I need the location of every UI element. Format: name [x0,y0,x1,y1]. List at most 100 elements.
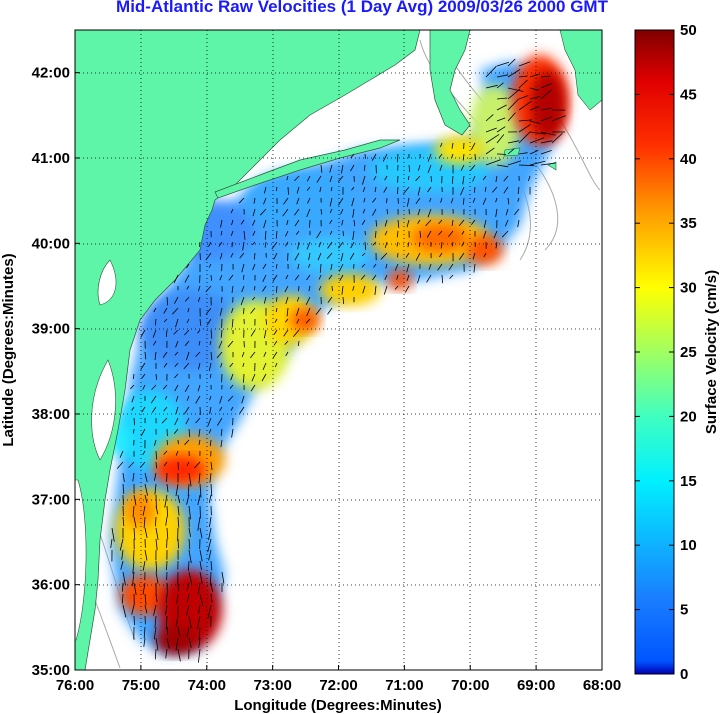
velocity-arrow [210,560,213,571]
colorbar-tick-label: 45 [680,86,697,103]
velocity-arrow [183,362,190,370]
velocity-arrow [131,406,135,411]
velocity-arrow [210,439,212,447]
velocity-arrow [294,175,300,182]
velocity-arrow [448,263,454,271]
velocity-arrow [219,274,223,281]
velocity-arrow [529,73,540,78]
velocity-arrow [496,61,510,67]
longitude-axis: 76:00 75:00 74:00 73:00 72:00 71:00 70:00 69:00… [56,665,621,694]
velocity-arrow [122,571,126,586]
velocity-arrow [133,549,135,562]
velocity-arrow [252,230,256,236]
velocity-arrow [380,252,388,260]
velocity-arrow [153,307,157,313]
velocity-arrow [419,230,421,238]
velocity-arrow [386,208,388,215]
velocity-arrow [496,117,506,122]
velocity-arrow [198,428,201,437]
velocity-arrow [496,126,506,133]
velocity-arrow [175,395,179,402]
velocity-arrow [174,373,179,379]
velocity-arrow [407,175,410,181]
velocity-arrow [460,186,465,196]
colorbar: 0 5 10 15 20 25 30 35 40 45 50 Surface Velocity (c… [634,22,720,683]
velocity-arrow [529,87,540,91]
velocity-arrow [285,351,289,357]
velocity-arrow [430,175,432,182]
velocity-arrow [396,153,399,163]
velocity-arrow [306,208,311,218]
velocity-arrow [425,219,432,227]
velocity-arrow [518,131,531,144]
velocity-vectors [110,58,566,663]
velocity-arrow [276,296,278,302]
velocity-arrow [208,241,212,247]
velocity-arrow [438,230,443,236]
velocity-arrow [185,417,190,425]
velocity-arrow [155,571,159,584]
velocity-arrow [451,153,454,159]
velocity-arrow [177,648,181,662]
velocity-arrow [144,527,148,538]
velocity-arrow [119,450,124,458]
velocity-arrow [362,175,366,185]
velocity-arrow [372,241,377,246]
velocity-arrow [209,395,212,401]
velocity-arrow [198,340,201,346]
velocity-arrow [551,132,563,144]
velocity-arrow [230,208,234,214]
velocity-arrow [154,483,157,495]
velocity-arrow [319,263,322,273]
velocity-arrow [231,307,234,314]
velocity-arrow [186,263,190,269]
velocity-arrow [184,384,190,392]
map-plot-area [75,30,602,670]
velocity-arrow [373,175,377,181]
velocity-arrow [252,241,256,246]
velocity-arrow [284,340,289,345]
velocity-arrow [306,274,311,281]
velocity-arrow [505,208,509,216]
velocity-arrow [165,329,168,337]
velocity-arrow [296,197,300,205]
velocity-arrow [285,230,289,237]
velocity-arrow [153,626,157,640]
velocity-arrow [154,351,157,361]
velocity-arrow [426,274,432,283]
velocity-arrow [210,274,212,281]
velocity-arrow [352,285,355,291]
velocity-arrow [228,274,234,281]
velocity-arrow [264,329,267,339]
velocity-arrow [188,505,191,520]
velocity-arrow [253,197,256,204]
velocity-arrow [144,604,148,614]
velocity-arrow [253,252,256,260]
velocity-arrow [173,329,179,335]
velocity-arrow [329,175,333,183]
velocity-arrow [187,560,190,572]
velocity-arrow [296,318,300,324]
velocity-arrow [206,318,212,326]
velocity-arrow [172,307,179,315]
velocity-arrow [242,274,245,280]
colorbar-tick-label: 0 [680,666,688,683]
velocity-arrow [175,450,179,456]
velocity-arrow [384,274,388,280]
velocity-arrow [309,219,311,228]
velocity-arrow [198,285,201,292]
velocity-arrow [184,329,190,336]
velocity-arrow [397,219,400,228]
lon-tick-label: 73:00 [253,677,291,694]
velocity-arrow [218,340,223,349]
velocity-arrow [330,263,333,270]
velocity-arrow [240,219,245,225]
velocity-arrow [438,219,443,225]
velocity-arrow [329,164,333,173]
velocity-arrow [243,230,246,240]
velocity-arrow [451,241,454,247]
velocity-arrow [144,549,148,561]
velocity-arrow [397,252,399,258]
velocity-arrow [305,296,311,305]
velocity-arrow [208,263,212,268]
